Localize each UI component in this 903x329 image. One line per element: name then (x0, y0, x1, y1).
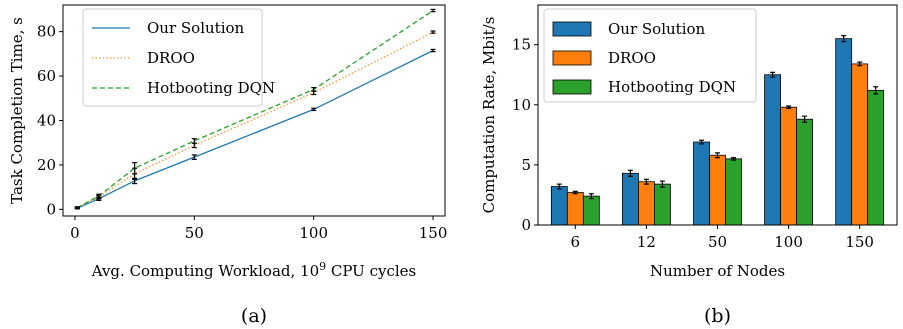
legend: Our Solution DROO Hotbooting DQN (82, 8, 275, 107)
line-series-group (74, 8, 436, 210)
legend-swatch (552, 21, 592, 37)
bar (550, 186, 568, 226)
series-line (77, 49, 434, 209)
y-tick-label: 0 (46, 200, 56, 218)
series-line (76, 10, 434, 209)
x-axis-label: Avg. Computing Workload, 109 CPU cycles (91, 260, 417, 280)
x-axis-label-suffix: CPU cycles (326, 262, 416, 280)
x-tick-label: 12 (637, 233, 656, 251)
bar (764, 74, 781, 226)
bar (867, 89, 885, 226)
bar (796, 118, 813, 226)
bar (654, 183, 671, 226)
x-tick-label: 100 (299, 224, 328, 242)
bar (835, 38, 853, 226)
y-tick-label: 60 (37, 67, 56, 85)
bar (693, 141, 710, 226)
axes-ticks: 0 5 10 15 6 12 50 100 150 (512, 36, 874, 251)
x-axis-label-prefix: Avg. Computing Workload, 10 (91, 262, 319, 280)
legend-label: Our Solution (147, 19, 245, 37)
y-tick-label: 80 (37, 23, 56, 41)
line-chart-panel: 0 20 40 60 80 0 50 100 150 Our Solution DROO Hotbo… (8, 4, 447, 327)
y-axis-label: Computation Rate, Mbit/s (480, 17, 498, 214)
legend-label: Hotbooting DQN (608, 78, 736, 96)
x-tick-label: 150 (419, 224, 448, 242)
axes-ticks: 0 20 40 60 80 0 50 100 150 (37, 23, 447, 242)
x-axis-label: Number of Nodes (650, 262, 785, 280)
bar-series (582, 86, 885, 226)
y-axis-label: Task Completion Time, s (8, 17, 26, 204)
bar (622, 172, 639, 226)
bar (582, 195, 600, 226)
x-tick-label: 150 (845, 233, 874, 251)
bar (638, 181, 655, 226)
x-tick-label: 100 (774, 233, 803, 251)
axes-frame (537, 4, 898, 226)
bar-chart-panel: 0 5 10 15 6 12 50 100 150 Our Solution DROO Hotboo… (480, 4, 898, 327)
panel-label: (a) (241, 305, 267, 327)
axes-frame (62, 4, 446, 217)
legend-box (543, 8, 757, 103)
bar (566, 192, 584, 226)
legend-label: DROO (608, 49, 656, 67)
legend-swatch (552, 79, 592, 95)
y-tick-label: 40 (37, 111, 56, 129)
legend-label: Our Solution (608, 20, 706, 38)
x-tick-label: 50 (185, 224, 204, 242)
bar (851, 63, 869, 226)
legend-swatch (552, 50, 592, 66)
legend-label: Hotbooting DQN (147, 79, 275, 97)
y-tick-label: 15 (512, 36, 531, 54)
y-tick-label: 10 (512, 96, 531, 114)
bar (780, 106, 797, 226)
x-tick-label: 6 (571, 233, 581, 251)
y-tick-label: 5 (521, 156, 531, 174)
line-series (74, 8, 436, 209)
legend-box (82, 8, 263, 107)
series-line (77, 31, 434, 209)
panel-label: (b) (704, 305, 731, 327)
x-tick-label: 50 (708, 233, 727, 251)
bar-series-group (550, 35, 885, 226)
legend: Our Solution DROO Hotbooting DQN (543, 8, 757, 103)
x-axis-label-exponent: 9 (319, 260, 326, 273)
legend-label: DROO (147, 49, 195, 67)
x-tick-label: 0 (70, 224, 80, 242)
bar (725, 158, 742, 226)
bar (709, 154, 726, 226)
y-tick-label: 0 (521, 216, 531, 234)
y-tick-label: 20 (37, 156, 56, 174)
bar-series (550, 35, 853, 226)
